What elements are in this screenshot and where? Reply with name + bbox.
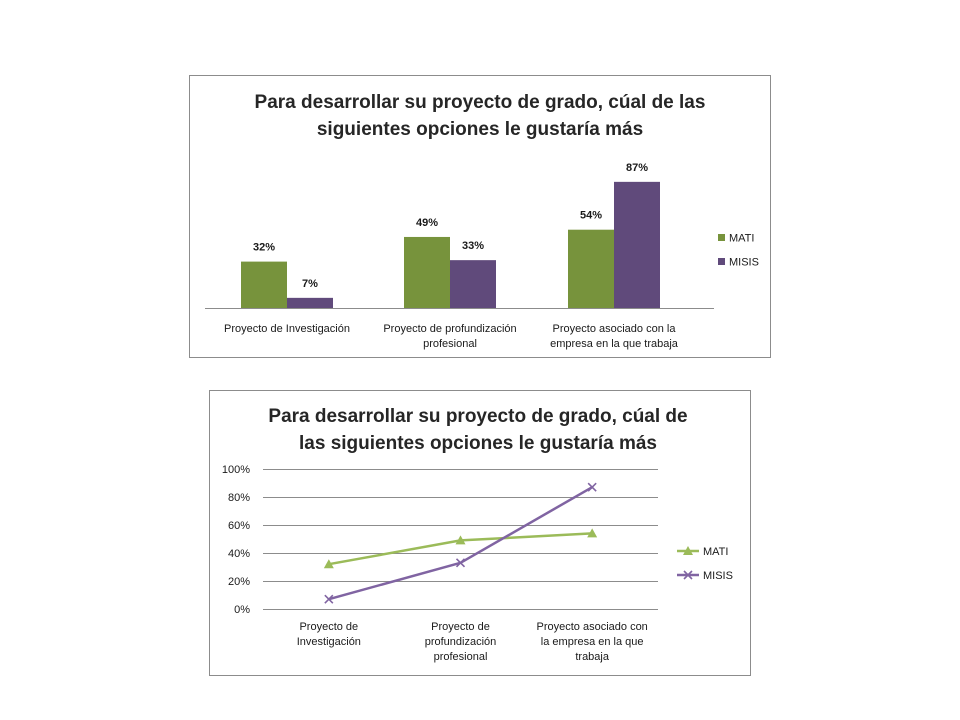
category-label: profundización [425, 636, 497, 648]
legend-marker [683, 546, 693, 555]
category-label: empresa en la que trabaja [550, 338, 679, 350]
chart-title-line: las siguientes opciones le gustaría más [299, 433, 657, 454]
category-label: Proyecto de Investigación [224, 323, 350, 335]
bar-chart: Para desarrollar su proyecto de grado, c… [189, 75, 771, 358]
legend-swatch [718, 234, 725, 241]
category-label: la empresa en la que [541, 636, 644, 648]
category-label: trabaja [575, 651, 610, 663]
bar-misis [614, 181, 660, 308]
bar-mati [568, 229, 614, 308]
data-label: 49% [416, 217, 438, 229]
chart-title-line: siguientes opciones le gustaría más [317, 119, 643, 140]
line-chart-svg: Para desarrollar su proyecto de grado, c… [222, 406, 733, 663]
data-label: 32% [253, 242, 275, 254]
bar-misis [287, 297, 333, 308]
data-label: 87% [626, 162, 648, 174]
legend-label: MATI [703, 546, 728, 558]
category-label: Proyecto asociado con [537, 621, 648, 633]
y-tick-label: 40% [228, 548, 250, 560]
legend-label: MISIS [703, 570, 733, 582]
category-label: Proyecto de [299, 621, 358, 633]
data-label: 54% [580, 210, 602, 222]
category-label: Investigación [297, 636, 361, 648]
category-label: Proyecto de [431, 621, 490, 633]
point-mati [455, 535, 466, 545]
category-label: Proyecto asociado con la [553, 323, 677, 335]
point-mati [587, 528, 598, 538]
legend-label: MATI [729, 233, 754, 245]
category-label: Proyecto de profundización [383, 323, 516, 335]
chart-title-line: Para desarrollar su proyecto de grado, c… [255, 92, 706, 113]
point-misis [324, 594, 334, 604]
bar-mati [404, 236, 450, 308]
point-misis [455, 558, 466, 568]
bar-chart-svg: Para desarrollar su proyecto de grado, c… [205, 92, 759, 350]
chart-title-line: Para desarrollar su proyecto de grado, c… [268, 406, 687, 427]
y-tick-label: 60% [228, 520, 250, 532]
y-tick-label: 0% [234, 604, 250, 616]
y-tick-label: 100% [222, 464, 250, 476]
point-misis [587, 482, 597, 492]
legend-marker [683, 570, 693, 580]
legend-swatch [718, 258, 725, 265]
category-label: profesional [423, 338, 477, 350]
line-chart: Para desarrollar su proyecto de grado, c… [209, 390, 751, 676]
y-tick-label: 80% [228, 492, 250, 504]
y-tick-label: 20% [228, 576, 250, 588]
point-mati [323, 559, 334, 569]
bar-mati [241, 261, 287, 308]
bar-misis [450, 260, 496, 308]
data-label: 33% [462, 240, 484, 252]
category-label: profesional [434, 651, 488, 663]
data-label: 7% [302, 278, 318, 290]
legend-label: MISIS [729, 257, 759, 269]
